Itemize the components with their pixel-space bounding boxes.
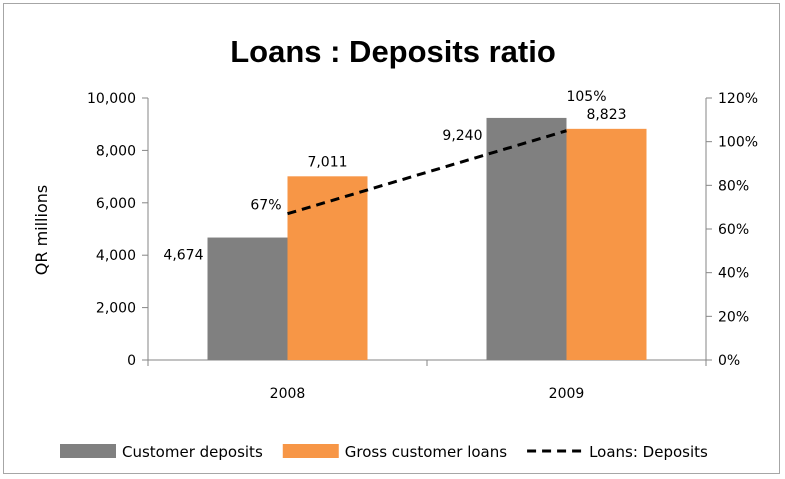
chart-title: Loans : Deposits ratio [230, 34, 556, 69]
y-tick-label: 4,000 [96, 248, 136, 264]
legend-label-gross-customer-loans: Gross customer loans [345, 443, 507, 461]
y-tick-label: 0 [127, 353, 136, 369]
y2-tick-label: 20% [718, 309, 749, 325]
bar-gross-customer-loans [566, 128, 647, 360]
y2-tick-label: 60% [718, 222, 749, 238]
bar-customer-deposits [486, 117, 567, 360]
y2-tick-label: 40% [718, 266, 749, 282]
y-tick-label: 6,000 [96, 196, 136, 212]
y2-tick-label: 100% [718, 135, 758, 151]
bar-data-label: 8,823 [586, 107, 626, 123]
bar-data-label: 9,240 [442, 128, 482, 144]
y2-tick-label: 120% [718, 91, 758, 107]
plot-area: 0 2,000 4,000 6,000 8,000 10,000 0% 20% 40% 60% 80… [87, 89, 758, 402]
line-loans-deposits [287, 129, 567, 216]
bar-data-label: 7,011 [307, 154, 347, 170]
bar-data-label: 4,674 [163, 248, 203, 264]
x-tick-label: 2008 [270, 386, 306, 402]
legend-swatch-customer-deposits [60, 444, 116, 458]
y2-tick-label: 0% [718, 353, 740, 369]
legend-label-customer-deposits: Customer deposits [122, 443, 263, 461]
chart-frame [3, 3, 780, 474]
legend-swatch-gross-customer-loans [282, 444, 339, 458]
line-data-label: 105% [566, 89, 606, 105]
bar-customer-deposits [207, 237, 288, 360]
y-tick-label: 8,000 [96, 143, 136, 159]
legend: Customer deposits Gross customer loans Loa… [60, 443, 708, 461]
legend-label-loans-deposits: Loans: Deposits [589, 443, 708, 461]
line-data-label: 67% [250, 198, 281, 214]
bar-gross-customer-loans [287, 176, 368, 360]
y-tick-label: 10,000 [87, 91, 136, 107]
x-tick-label: 2009 [549, 386, 585, 402]
y2-tick-label: 80% [718, 178, 749, 194]
y-axis-title: QR millions [32, 185, 51, 275]
y-tick-label: 2,000 [96, 301, 136, 317]
